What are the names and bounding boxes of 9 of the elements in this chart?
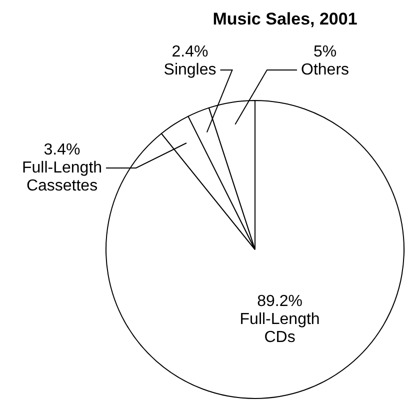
- data-label: 5%: [313, 43, 337, 60]
- slice-label: Full-Length Cassettes: [22, 159, 102, 194]
- chart-title: Music Sales, 2001: [212, 10, 358, 29]
- slice-label: Full-Length CDs: [240, 311, 320, 346]
- data-label: 2.4%: [172, 43, 208, 60]
- slice-label: Others: [300, 61, 350, 78]
- slice-label: Singles: [164, 61, 216, 78]
- data-label: 89.2%: [257, 293, 302, 310]
- data-label: 3.4%: [44, 141, 80, 158]
